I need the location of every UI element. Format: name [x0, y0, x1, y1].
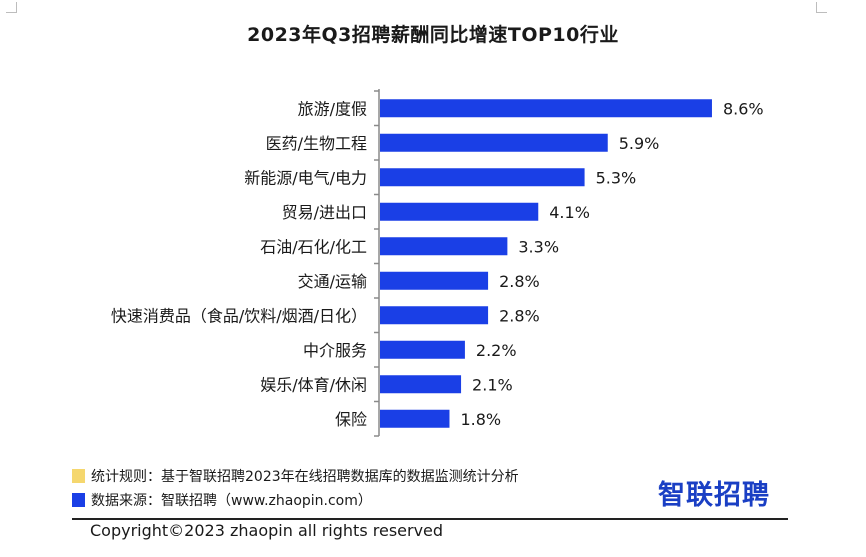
crop-mark-right — [816, 2, 827, 13]
copyright-text: Copyright©2023 zhaopin all rights reserv… — [90, 521, 444, 540]
bar — [380, 340, 465, 359]
bar — [380, 237, 508, 256]
category-label: 交通/运输 — [298, 272, 367, 291]
data-label: 5.9% — [619, 134, 660, 153]
bar — [380, 202, 539, 221]
data-label: 2.8% — [499, 272, 540, 291]
legend-rule-swatch — [72, 469, 85, 483]
legend-source-swatch — [72, 493, 85, 507]
category-label: 新能源/电气/电力 — [244, 168, 367, 187]
data-label: 2.2% — [476, 341, 517, 360]
legend-rule: 统计规则：基于智联招聘2023年在线招聘数据库的数据监测统计分析 — [72, 466, 519, 486]
category-label: 保险 — [335, 410, 367, 429]
legend-source-text: 数据来源：智联招聘（www.zhaopin.com） — [91, 493, 372, 509]
data-label: 4.1% — [549, 203, 590, 222]
bar — [380, 133, 608, 152]
category-label: 娱乐/体育/休闲 — [260, 375, 367, 394]
crop-mark-left — [6, 2, 17, 13]
data-label: 3.3% — [518, 237, 559, 256]
category-label: 贸易/进出口 — [282, 203, 367, 222]
category-label: 医药/生物工程 — [266, 134, 367, 153]
legend-rule-text: 统计规则：基于智联招聘2023年在线招聘数据库的数据监测统计分析 — [91, 469, 519, 485]
chart-title: 2023年Q3招聘薪酬同比增速TOP10行业 — [247, 24, 619, 46]
data-label: 1.8% — [460, 410, 501, 429]
category-label: 石油/石化/化工 — [260, 237, 367, 256]
bar — [380, 375, 462, 394]
data-label: 2.8% — [499, 306, 540, 325]
bar — [380, 306, 489, 325]
legend-source: 数据来源：智联招聘（www.zhaopin.com） — [72, 490, 372, 510]
bar — [380, 99, 712, 118]
bar — [380, 271, 489, 290]
category-label: 快速消费品（食品/饮料/烟酒/日化） — [111, 306, 367, 325]
bar-chart: 8.6% 旅游/度假 5.9% 医药/生物工程 5.3% 新能源/电气/电力 4.1% 贸易/… — [111, 89, 764, 437]
bar — [380, 409, 450, 428]
footer-divider — [72, 518, 788, 520]
data-label: 8.6% — [723, 99, 764, 118]
data-label: 5.3% — [596, 168, 637, 187]
data-label: 2.1% — [472, 375, 513, 394]
category-label: 中介服务 — [303, 341, 367, 360]
zhaopin-logo: 智联招聘 — [658, 480, 770, 511]
category-label: 旅游/度假 — [298, 99, 367, 118]
bar — [380, 168, 585, 187]
